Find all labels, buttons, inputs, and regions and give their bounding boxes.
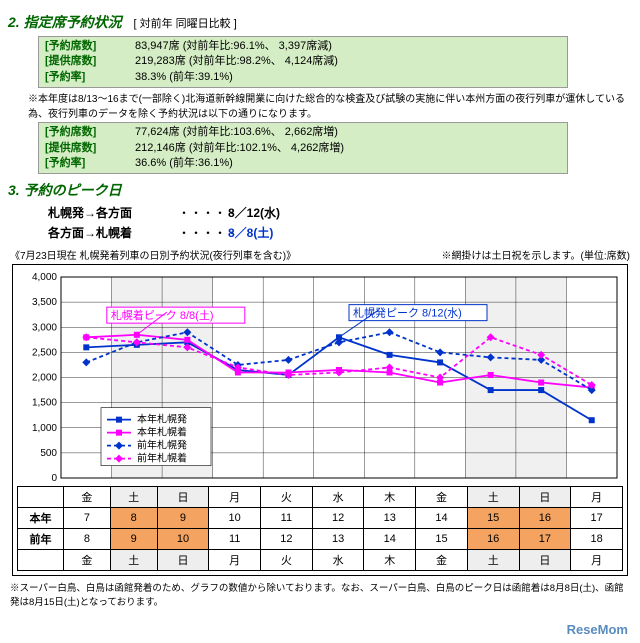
- b2r1-val: 77,624席 (対前年比:103.6%、 2,662席増): [135, 125, 338, 140]
- b1r1-val: 83,947席 (対前年比:96.1%、 3,397席減): [135, 39, 332, 54]
- table-cell: 10: [209, 508, 261, 529]
- table-cell: 18: [571, 529, 623, 550]
- chart-header-left: 《7月23日現在 札幌発着列車の日別予約状況(夜行列車を含む)》: [10, 247, 296, 262]
- chart-header-right: ※網掛けは土日祝を示します。(単位:席数): [442, 247, 630, 262]
- table-cell: 8: [110, 508, 157, 529]
- table-cell: 14: [416, 508, 468, 529]
- b1r1-label: [予約席数]: [45, 39, 135, 54]
- b2r3-val: 36.6% (前年:36.1%): [135, 156, 233, 171]
- reservation-box-1: [予約席数]83,947席 (対前年比:96.1%、 3,397席減) [提供席…: [38, 36, 568, 88]
- table-cell: 13: [312, 529, 364, 550]
- peak1-dots: ・・・・・: [178, 204, 228, 221]
- table-cell: 11: [209, 529, 261, 550]
- table-row-header: 前年: [18, 529, 64, 550]
- table-cell: 10: [157, 529, 209, 550]
- b1r2-label: [提供席数]: [45, 54, 135, 69]
- chart-header: 《7月23日現在 札幌発着列車の日別予約状況(夜行列車を含む)》 ※網掛けは土日…: [10, 247, 630, 262]
- svg-text:本年札幌着: 本年札幌着: [137, 426, 187, 439]
- section3-title: 3. 予約のピーク日: [8, 180, 632, 200]
- peak1-date: 8／12(水): [228, 204, 280, 221]
- b2r1-label: [予約席数]: [45, 125, 135, 140]
- b1r3-label: [予約率]: [45, 70, 135, 85]
- table-cell: 8: [64, 529, 111, 550]
- peak2-dots: ・・・・・: [178, 224, 228, 241]
- table-cell: 7: [64, 508, 111, 529]
- svg-text:本年札幌発: 本年札幌発: [137, 413, 187, 426]
- b1r3-val: 38.3% (前年:39.1%): [135, 70, 233, 85]
- table-cell: 16: [467, 529, 519, 550]
- table-cell: 12: [312, 508, 364, 529]
- logo: ReseMom: [567, 622, 628, 637]
- reservation-box-2: [予約席数]77,624席 (対前年比:103.6%、 2,662席増) [提供…: [38, 122, 568, 174]
- footnote: ※スーパー白鳥、白鳥は函館発着のため、グラフの数値から除いております。なお、スー…: [10, 580, 630, 608]
- table-cell: 13: [364, 508, 416, 529]
- section2-title: 2. 指定席予約状況 [ 対前年 同曜日比較 ]: [8, 12, 632, 32]
- table-cell: 15: [416, 529, 468, 550]
- svg-text:2,000: 2,000: [32, 373, 57, 384]
- date-table: 金土日月火水木金土日月本年7891011121314151617前年891011…: [17, 486, 623, 571]
- svg-text:3,000: 3,000: [32, 323, 57, 334]
- section2-note: ※本年度は8/13～16まで(一部除く)北海道新幹線開業に向けた総合的な検査及び…: [28, 90, 632, 120]
- table-cell: 9: [157, 508, 209, 529]
- svg-text:前年札幌発: 前年札幌発: [137, 439, 187, 452]
- peak-row-1: 札幌発→各方面 ・・・・・ 8／12(水): [48, 204, 632, 221]
- b2r2-label: [提供席数]: [45, 141, 135, 156]
- svg-text:0: 0: [51, 473, 57, 484]
- line-chart: 0 500 1,000 1,500 2,000 2,500 3,000 3,500 4,000 札…: [17, 269, 625, 484]
- table-cell: 11: [261, 508, 313, 529]
- table-cell: 14: [364, 529, 416, 550]
- sec2-title-text: 2. 指定席予約状況: [8, 14, 122, 30]
- peak2-dir: 各方面→札幌着: [48, 224, 178, 241]
- table-cell: 16: [519, 508, 571, 529]
- peak1-dir: 札幌発→各方面: [48, 204, 178, 221]
- table-cell: 15: [467, 508, 519, 529]
- peak2-date: 8／8(土): [228, 224, 273, 241]
- table-cell: 9: [110, 529, 157, 550]
- b2r2-val: 212,146席 (対前年比:102.1%、 4,262席増): [135, 141, 344, 156]
- table-cell: 12: [261, 529, 313, 550]
- svg-text:前年札幌着: 前年札幌着: [137, 452, 187, 465]
- svg-text:4,000: 4,000: [32, 272, 57, 283]
- b2r3-label: [予約率]: [45, 156, 135, 171]
- table-cell: 17: [571, 508, 623, 529]
- svg-text:500: 500: [40, 448, 57, 459]
- chart-container: 0 500 1,000 1,500 2,000 2,500 3,000 3,500 4,000 札…: [12, 264, 628, 576]
- table-cell: 17: [519, 529, 571, 550]
- svg-text:3,500: 3,500: [32, 297, 57, 308]
- svg-text:2,500: 2,500: [32, 348, 57, 359]
- peak-row-2: 各方面→札幌着 ・・・・・ 8／8(土): [48, 224, 632, 241]
- b1r2-val: 219,283席 (対前年比:98.2%、 4,124席減): [135, 54, 338, 69]
- svg-text:1,500: 1,500: [32, 398, 57, 409]
- sec2-subtitle: [ 対前年 同曜日比較 ]: [133, 18, 236, 30]
- svg-text:札幌発ピーク 8/12(水): 札幌発ピーク 8/12(水): [353, 306, 462, 320]
- svg-text:1,000: 1,000: [32, 423, 57, 434]
- table-row-header: 本年: [18, 508, 64, 529]
